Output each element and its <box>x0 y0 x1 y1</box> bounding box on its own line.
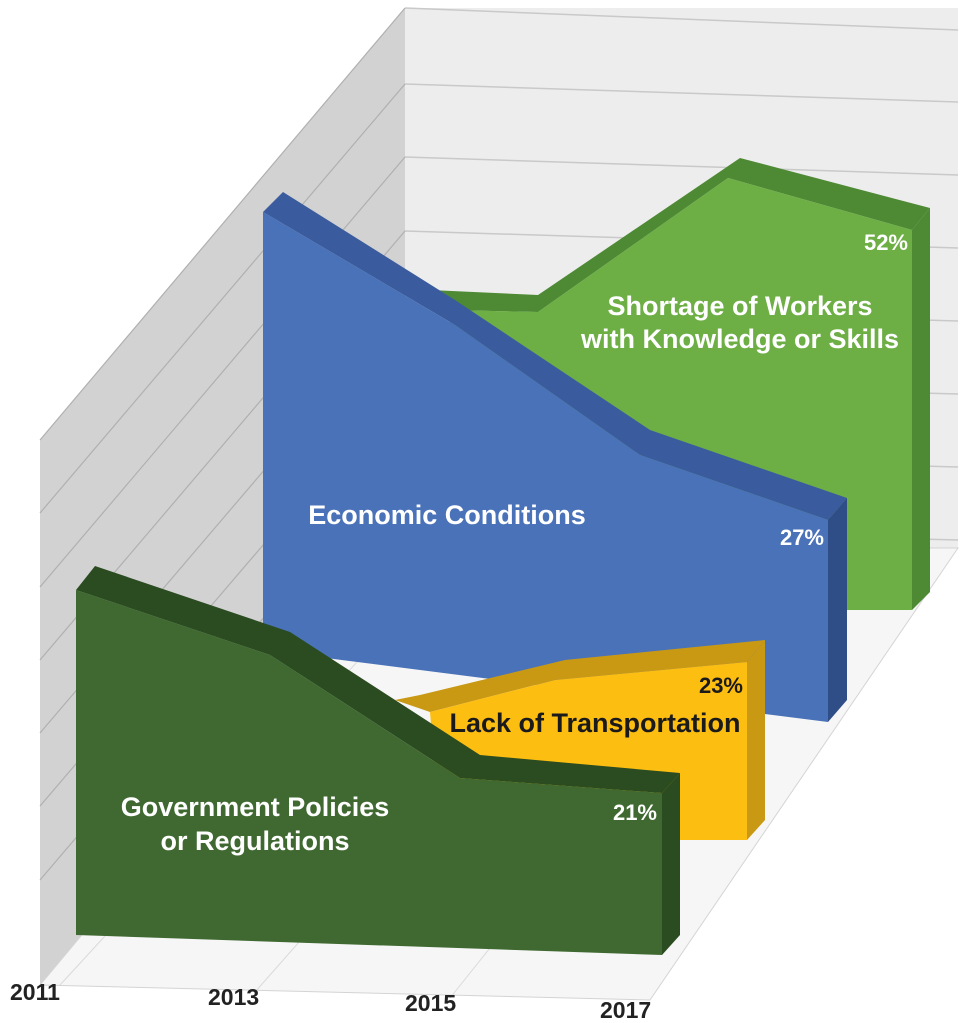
value-label-economic-conditions: 27% <box>780 525 824 550</box>
economic-conditions-front <box>263 212 828 722</box>
x-tick-label-2015: 2015 <box>405 990 456 1016</box>
label-shortage-workers-line2: with Knowledge or Skills <box>580 324 899 354</box>
value-label-shortage-workers: 52% <box>864 230 908 255</box>
label-economic-conditions: Economic Conditions <box>308 500 586 530</box>
series-economic-conditions <box>263 192 847 722</box>
shortage-workers-depth-top <box>430 158 930 312</box>
x-tick-label-2011: 2011 <box>10 979 60 1005</box>
label-government-policies-line2: or Regulations <box>160 826 349 856</box>
shortage-workers-side <box>912 208 930 610</box>
x-tick-label-2017: 2017 <box>600 997 651 1023</box>
label-lack-transportation: Lack of Transportation <box>449 708 740 738</box>
economic-conditions-depth-top <box>263 192 847 520</box>
value-label-government-policies: 21% <box>613 800 657 825</box>
government-policies-side <box>662 773 680 955</box>
economic-conditions-side <box>828 498 847 722</box>
label-government-policies-line1: Government Policies <box>121 792 390 822</box>
label-shortage-workers-line1: Shortage of Workers <box>607 291 872 321</box>
government-policies-depth-top <box>76 566 680 793</box>
lack-transportation-depth-top <box>395 640 765 712</box>
x-tick-label-2013: 2013 <box>208 984 259 1010</box>
value-label-lack-transportation: 23% <box>699 673 743 698</box>
series-government-policies <box>76 566 680 955</box>
government-policies-front <box>76 590 662 955</box>
lack-transportation-side <box>747 640 765 840</box>
